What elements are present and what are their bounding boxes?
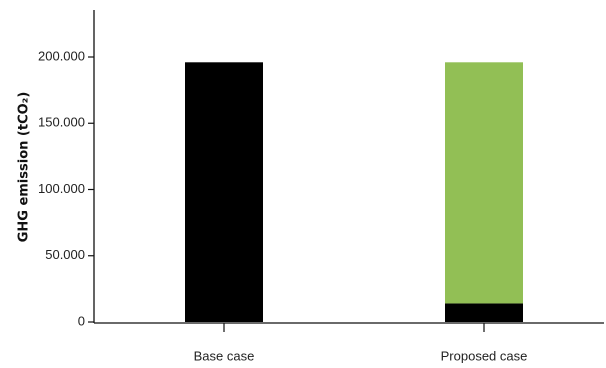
x-ticks: Base case Proposed case	[194, 323, 528, 363]
bar-group	[185, 62, 523, 323]
bar-proposed-segment-1	[445, 62, 523, 304]
y-tick-label: 100.000	[38, 181, 85, 196]
bar-proposed-segment-0	[445, 303, 523, 322]
y-tick-label: 0	[78, 313, 85, 328]
axes	[93, 10, 604, 324]
y-tick-label: 150.000	[38, 115, 85, 130]
x-category-label: Base case	[194, 348, 255, 363]
y-tick-label: 200.000	[38, 48, 85, 63]
y-ticks: 0 50.000 100.000 150.000 200.000	[38, 48, 94, 328]
y-tick-label: 50.000	[45, 247, 85, 262]
y-axis-title: GHG emission (tCO₂)	[17, 92, 32, 243]
x-category-label: Proposed case	[441, 348, 528, 363]
bar-base-segment-0	[185, 62, 263, 323]
